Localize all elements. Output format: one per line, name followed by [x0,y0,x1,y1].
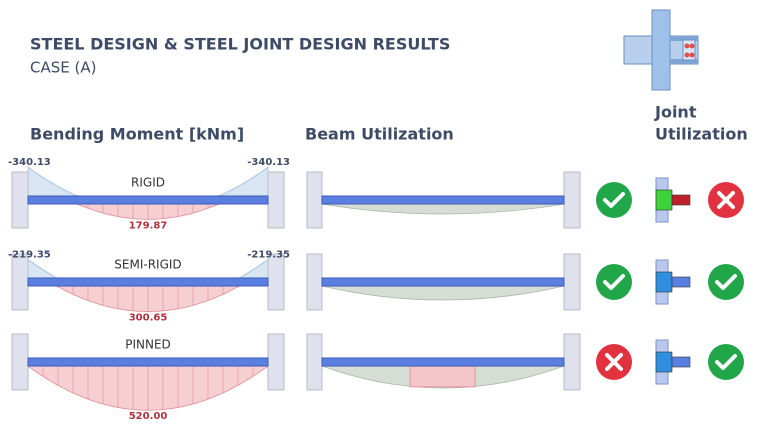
column [11,333,29,391]
cross-mark [605,353,623,371]
utilization-exceeded [409,365,476,388]
case-label: RIGID [131,176,165,190]
joint-beam [671,276,691,288]
moment-label: -219.35 [247,249,290,260]
column [267,171,285,229]
column [563,333,581,391]
beam [321,277,565,287]
joint-beam [671,356,691,368]
moment-label: -340.13 [8,157,51,168]
column [11,171,29,229]
joint-beam [671,194,691,206]
moment-label: -340.13 [247,157,290,168]
joint-plate [655,271,673,293]
column [563,253,581,311]
check-icon [596,182,632,218]
beam [27,357,269,367]
column [563,171,581,229]
utilization-area [321,285,565,301]
column-header: Utilization [655,125,748,144]
column-header: Joint [654,103,697,122]
beam [321,195,565,205]
column [306,333,323,391]
column [11,253,29,311]
moment-label: -219.35 [8,249,51,260]
beam [27,195,269,205]
column [267,333,285,391]
column [306,171,323,229]
moment-label: 300.65 [129,313,168,324]
title: STEEL DESIGN & STEEL JOINT DESIGN RESULT… [30,35,450,54]
beam [27,277,269,287]
check-mark [715,354,737,370]
check-icon [708,344,744,380]
joint-plate [655,189,673,211]
joint-icon [623,9,699,91]
utilization-area [321,203,565,215]
case-label: SEMI-RIGID [114,258,181,272]
cross-mark [717,191,735,209]
column [267,253,285,311]
column-header: Beam Utilization [305,125,454,144]
moment-label: 179.87 [129,220,168,231]
check-mark [603,274,625,290]
column [306,253,323,311]
check-mark [715,274,737,290]
column-header: Bending Moment [kNm] [30,125,244,144]
check-mark [603,192,625,208]
joint-plate [655,351,673,373]
check-icon [596,264,632,300]
case-label: PINNED [125,338,171,352]
check-icon [708,264,744,300]
subtitle: CASE (A) [30,59,96,77]
beam [321,357,565,367]
moment-label: 520.00 [129,411,168,422]
